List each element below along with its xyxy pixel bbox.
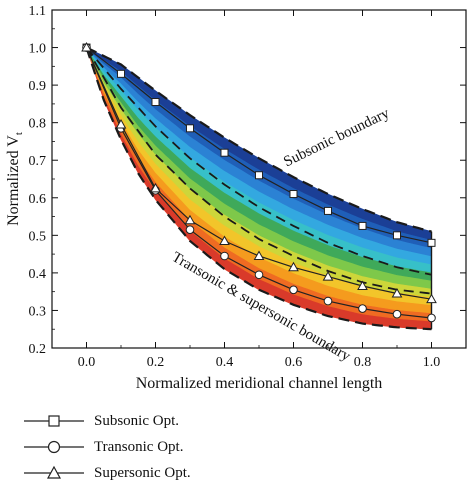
data-point-triangle <box>288 261 299 272</box>
data-point-square <box>289 190 298 199</box>
legend-item-transonic: Transonic Opt. <box>22 434 191 460</box>
inner-dashed-boundary-line <box>85 47 432 295</box>
triangle-marker-icon <box>24 465 84 479</box>
y-tick-label: 0.4 <box>29 267 47 282</box>
data-point-circle <box>358 304 367 313</box>
data-point-circle <box>323 296 333 306</box>
y-tick-label: 0.2 <box>29 342 47 357</box>
x-tick-label: 0.2 <box>147 355 165 370</box>
y-tick-label: 0.7 <box>29 154 47 169</box>
y-axis-label-subscript: t <box>13 132 25 135</box>
y-tick-label: 0.6 <box>29 192 47 207</box>
data-point-triangle <box>184 214 196 225</box>
data-point-square <box>117 69 125 78</box>
data-point-square <box>393 231 401 240</box>
y-axis-label-main: Normalized V <box>5 135 22 226</box>
data-point-triangle <box>115 119 127 129</box>
legend-item-subsonic: Subsonic Opt. <box>22 408 191 434</box>
data-point-circle <box>289 285 298 295</box>
legend-label: Subsonic Opt. <box>94 412 180 429</box>
data-point-circle <box>254 270 264 280</box>
x-axis-label: Normalized meridional channel length <box>136 375 383 392</box>
legend-item-supersonic: Supersonic Opt. <box>22 460 191 486</box>
data-point-circle <box>220 251 229 261</box>
circle-marker-icon <box>24 440 84 454</box>
data-point-triangle <box>219 235 230 245</box>
x-tick-label: 0.4 <box>216 355 234 370</box>
y-tick-label: 1.0 <box>29 42 47 57</box>
legend-label: Transonic Opt. <box>94 438 184 455</box>
data-point-circle <box>185 225 195 234</box>
y-axis-label: Normalized Vt <box>5 132 25 226</box>
data-point-triangle <box>391 288 403 298</box>
square-marker-icon <box>24 415 84 427</box>
x-tick-label: 0.0 <box>78 355 96 370</box>
y-tick-label: 0.3 <box>29 304 47 319</box>
data-point-circle <box>392 309 402 319</box>
data-point-triangle <box>357 280 368 291</box>
data-point-square <box>358 221 367 230</box>
envelope-bands <box>86 47 432 330</box>
transonic-supersonic-boundary-line <box>85 47 432 331</box>
legend-label: Supersonic Opt. <box>94 464 191 481</box>
chart-plot: 0.0 0.2 0.4 0.6 0.8 1.0 0.2 0.3 0.4 0.5 0.6 0.7 0.8 0… <box>5 4 467 392</box>
y-tick-label: 0.5 <box>29 229 47 244</box>
data-point-triangle <box>253 250 265 260</box>
data-point-square <box>255 171 263 180</box>
y-tick-label: 0.9 <box>29 79 47 94</box>
data-point-square <box>324 206 332 215</box>
data-point-triangle <box>150 182 161 193</box>
data-point-square <box>186 124 194 133</box>
y-tick-label: 1.1 <box>29 4 47 19</box>
inner-dashed-boundary-line <box>85 47 432 276</box>
data-point-triangle <box>81 42 92 52</box>
legend: Subsonic Opt. Transonic Opt. Supersonic … <box>22 408 191 486</box>
x-tick-label: 0.8 <box>354 355 372 370</box>
x-tick-label: 1.0 <box>423 355 441 370</box>
y-tick-label: 0.8 <box>29 117 47 132</box>
x-tick-label: 0.6 <box>285 355 303 370</box>
data-point-triangle <box>426 293 437 304</box>
data-point-square <box>220 148 229 157</box>
data-point-circle <box>427 313 436 323</box>
subsonic-boundary-line <box>86 46 432 233</box>
data-point-triangle <box>322 271 334 281</box>
annotation-label: Subsonic boundary <box>281 105 392 170</box>
data-point-square <box>427 238 436 247</box>
data-point-square <box>151 98 160 107</box>
